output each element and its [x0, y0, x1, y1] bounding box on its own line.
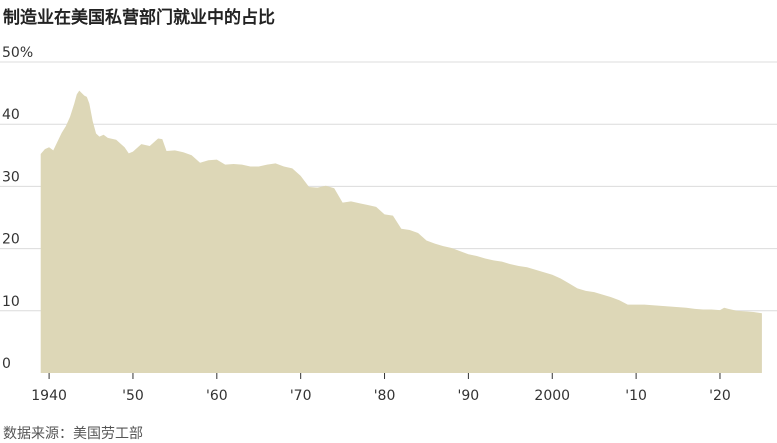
y-tick-label: 0: [2, 356, 11, 372]
x-tick-label: '50: [122, 388, 144, 404]
y-axis-tick-labels: 0 10 20 30 40 50%: [2, 45, 33, 372]
y-tick-label: 30: [2, 169, 20, 185]
area-series-0: [40, 90, 762, 374]
chart-source-note: 数据来源：美国劳工部: [3, 426, 143, 442]
y-tick-label: 40: [2, 107, 20, 123]
x-tick-label: '10: [625, 388, 647, 404]
x-tick-label: '90: [458, 388, 480, 404]
y-tick-label: 20: [2, 232, 20, 248]
area-series: [40, 90, 762, 374]
x-tick-label: '80: [374, 388, 396, 404]
x-tick-label: '70: [290, 388, 312, 404]
x-axis-tick-labels: 1940 '50 '60 '70 '80 '90 2000 '10 '20: [31, 373, 731, 404]
y-tick-label: 10: [2, 294, 20, 310]
y-tick-label: 50%: [2, 45, 33, 61]
x-tick-label: 2000: [534, 388, 570, 404]
x-tick-label: 1940: [31, 388, 67, 404]
x-tick-label: '60: [206, 388, 228, 404]
chart-title: 制造业在美国私营部门就业中的占比: [3, 8, 275, 28]
x-tick-label: '20: [709, 388, 731, 404]
